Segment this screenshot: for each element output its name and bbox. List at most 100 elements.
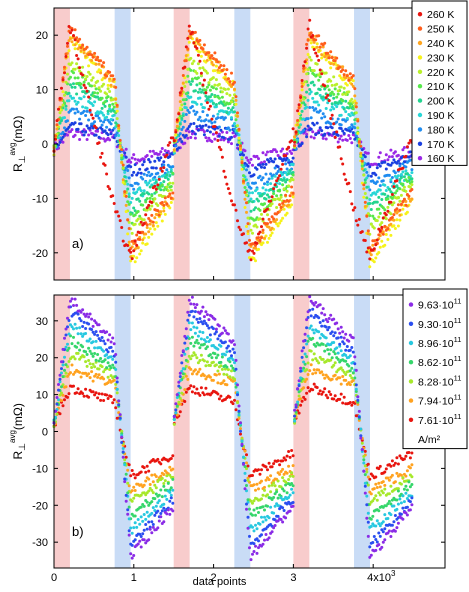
data-point xyxy=(138,532,142,536)
data-point xyxy=(245,241,248,245)
data-point xyxy=(242,153,245,157)
data-point xyxy=(186,74,190,78)
data-point xyxy=(266,504,269,508)
data-point xyxy=(351,79,355,83)
data-point xyxy=(117,214,121,218)
data-point xyxy=(201,322,205,326)
data-point xyxy=(163,479,167,483)
data-point xyxy=(300,142,304,145)
data-point xyxy=(88,108,92,112)
data-point xyxy=(335,56,339,60)
data-point xyxy=(102,349,106,353)
legend-entry-text: 9.63·10 xyxy=(418,300,454,312)
data-point xyxy=(390,473,394,477)
data-point xyxy=(189,136,193,139)
data-point xyxy=(157,177,161,181)
data-point xyxy=(147,217,151,220)
data-point xyxy=(132,496,136,500)
data-point xyxy=(69,323,72,327)
data-point xyxy=(338,397,342,401)
data-point xyxy=(103,100,107,104)
data-point xyxy=(365,494,369,498)
data-point xyxy=(193,353,197,357)
data-point xyxy=(166,481,170,485)
data-point xyxy=(118,416,122,420)
data-point xyxy=(237,141,241,144)
x-tick-label: 2 xyxy=(211,572,217,584)
data-point xyxy=(63,67,66,71)
data-point xyxy=(309,41,313,45)
data-point xyxy=(321,357,325,361)
data-point xyxy=(383,160,387,164)
data-point xyxy=(261,520,265,524)
data-point xyxy=(324,137,328,141)
data-point xyxy=(123,463,127,467)
data-point xyxy=(81,308,85,312)
data-point xyxy=(70,342,74,346)
data-point xyxy=(276,479,280,483)
data-point xyxy=(72,34,75,37)
data-point xyxy=(234,98,238,102)
legend-entry-exponent: 11 xyxy=(454,373,462,382)
data-point xyxy=(150,531,154,535)
data-point xyxy=(214,64,218,68)
data-point xyxy=(127,463,131,467)
data-point xyxy=(222,136,226,140)
data-point xyxy=(344,359,348,363)
data-point xyxy=(220,68,224,72)
data-point xyxy=(324,96,328,100)
data-point xyxy=(106,338,110,342)
data-point xyxy=(249,197,253,201)
data-point xyxy=(90,328,94,331)
data-point xyxy=(366,475,370,479)
data-point xyxy=(290,449,294,452)
data-point xyxy=(248,161,251,165)
data-point xyxy=(302,339,306,343)
data-point xyxy=(217,132,221,136)
data-point xyxy=(378,184,382,188)
data-point xyxy=(317,48,321,52)
data-point xyxy=(106,381,110,385)
data-point xyxy=(67,332,71,336)
data-point xyxy=(64,80,68,84)
data-point xyxy=(216,392,220,396)
data-point xyxy=(111,194,115,198)
data-point xyxy=(251,513,254,517)
data-point xyxy=(183,334,187,338)
data-point xyxy=(118,138,122,142)
data-point xyxy=(363,473,367,477)
data-point xyxy=(216,139,220,142)
data-point xyxy=(306,361,310,365)
data-point xyxy=(105,125,109,129)
data-point xyxy=(243,449,247,453)
data-point xyxy=(82,320,86,324)
data-point xyxy=(249,186,253,190)
data-point xyxy=(76,39,80,43)
data-point xyxy=(148,149,152,153)
data-point xyxy=(87,70,91,74)
data-point xyxy=(396,224,400,228)
data-point xyxy=(85,106,89,110)
data-point xyxy=(151,491,155,495)
data-point xyxy=(141,163,145,167)
data-point xyxy=(263,236,266,240)
data-point xyxy=(336,327,340,331)
data-point xyxy=(323,376,327,380)
data-point xyxy=(245,489,248,493)
data-point xyxy=(326,101,330,105)
data-point xyxy=(287,203,291,207)
data-point xyxy=(69,83,72,87)
data-point xyxy=(127,176,131,180)
data-point xyxy=(269,172,273,176)
data-point xyxy=(187,40,191,44)
data-point xyxy=(163,176,167,179)
data-point xyxy=(214,58,218,62)
data-point xyxy=(88,376,92,380)
data-point xyxy=(300,349,304,353)
data-point xyxy=(84,114,88,117)
data-point xyxy=(208,56,212,60)
data-point xyxy=(389,233,393,237)
data-point xyxy=(171,501,175,505)
data-point xyxy=(114,368,118,371)
data-point xyxy=(254,488,257,492)
